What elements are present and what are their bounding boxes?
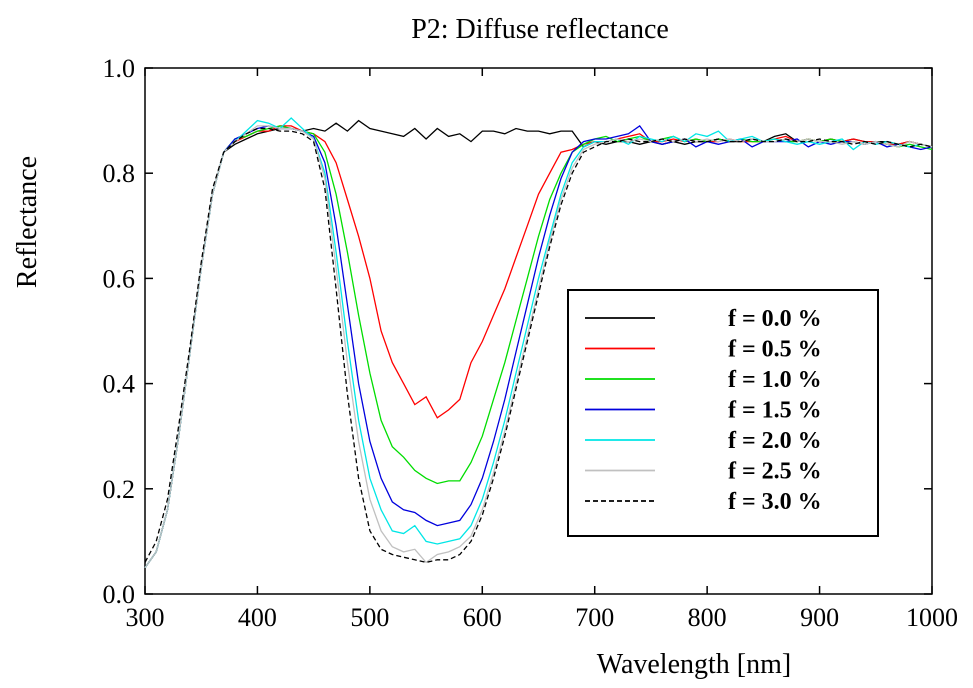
x-tick-label: 600 xyxy=(463,603,502,632)
x-tick-label: 300 xyxy=(126,603,165,632)
y-tick-label: 0.6 xyxy=(103,264,136,293)
chart-title: P2: Diffuse reflectance xyxy=(411,14,669,45)
legend: f = 0.0 % f = 0.5 % f = 1.0 % f = 1.5 % f = … xyxy=(567,289,879,537)
x-tick-label: 800 xyxy=(688,603,727,632)
x-tick-label: 400 xyxy=(238,603,277,632)
x-tick-label: 500 xyxy=(350,603,389,632)
x-tick-label: 700 xyxy=(575,603,614,632)
series-line-5 xyxy=(144,125,933,569)
y-tick-label: 0.8 xyxy=(103,159,136,188)
series-line-6 xyxy=(144,127,933,564)
legend-box xyxy=(567,289,879,537)
y-tick-label: 1.0 xyxy=(103,54,136,83)
legend-items: f = 0.0 % f = 0.5 % f = 1.0 % f = 1.5 % f = … xyxy=(585,306,822,515)
y-tick-label: 0.2 xyxy=(103,475,136,504)
series-line-4 xyxy=(144,117,933,569)
x-axis-label: Wavelength [nm] xyxy=(597,649,791,680)
legend-label-1: f = 0.5 % xyxy=(728,337,822,363)
legend-label-4: f = 2.0 % xyxy=(728,428,822,454)
legend-label-3: f = 1.5 % xyxy=(728,398,822,424)
series-layer xyxy=(144,117,933,569)
legend-label-5: f = 2.5 % xyxy=(728,459,822,485)
ticks-layer: 300 400 500 600 700 800 900 1000 0.0 0.2 0.4 0.6 0.8… xyxy=(103,54,959,632)
legend-label-2: f = 1.0 % xyxy=(728,367,822,393)
y-tick-label: 0.4 xyxy=(103,370,136,399)
plot-area-frame xyxy=(144,67,933,595)
y-axis-label: Reflectance xyxy=(12,156,43,288)
legend-label-0: f = 0.0 % xyxy=(728,306,822,332)
x-tick-label: 900 xyxy=(800,603,839,632)
y-tick-label: 0.0 xyxy=(103,580,136,609)
legend-label-6: f = 3.0 % xyxy=(728,489,822,515)
x-tick-label: 1000 xyxy=(906,603,958,632)
